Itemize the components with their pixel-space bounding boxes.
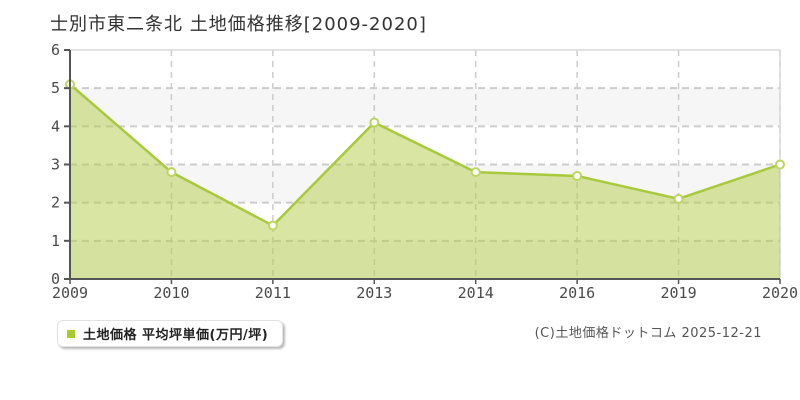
y-axis-tick-label: 6	[51, 41, 60, 59]
copyright-credit: (C)土地価格ドットコム 2025-12-21	[534, 326, 762, 341]
x-axis-tick-label: 2011	[255, 284, 291, 302]
y-axis-tick-label: 1	[51, 232, 60, 250]
grid-band	[70, 88, 780, 127]
x-axis-tick-label: 2013	[356, 284, 392, 302]
x-axis-tick-label: 2009	[52, 284, 88, 302]
price-area-fill	[70, 84, 780, 279]
legend-label: 土地価格 平均坪単価(万円/坪)	[83, 328, 269, 343]
data-point-marker	[267, 220, 278, 231]
y-axis-tick-label: 3	[51, 156, 60, 174]
x-axis-tick-label: 2020	[762, 284, 798, 302]
data-point-marker	[775, 159, 785, 170]
x-axis-tick-label: 2010	[153, 284, 189, 302]
data-point-marker	[572, 170, 583, 181]
legend: 土地価格 平均坪単価(万円/坪)	[57, 320, 284, 347]
x-axis-tick-label: 2016	[559, 284, 595, 302]
y-axis-tick-label: 5	[51, 79, 60, 97]
data-point-marker	[673, 193, 684, 204]
y-axis-tick-label: 2	[51, 194, 60, 212]
data-point-marker	[470, 167, 481, 178]
data-point-marker	[166, 167, 177, 178]
y-axis-tick-label: 4	[51, 117, 60, 135]
chart-title: 士別市東二条北 土地価格推移[2009-2020]	[50, 14, 427, 35]
y-axis-tick-label: 0	[51, 270, 60, 288]
legend-swatch-icon	[67, 329, 75, 338]
data-point-marker	[369, 117, 380, 128]
price-line	[69, 83, 781, 227]
x-axis-tick-label: 2019	[661, 284, 697, 302]
x-axis-tick-label: 2014	[458, 284, 494, 302]
